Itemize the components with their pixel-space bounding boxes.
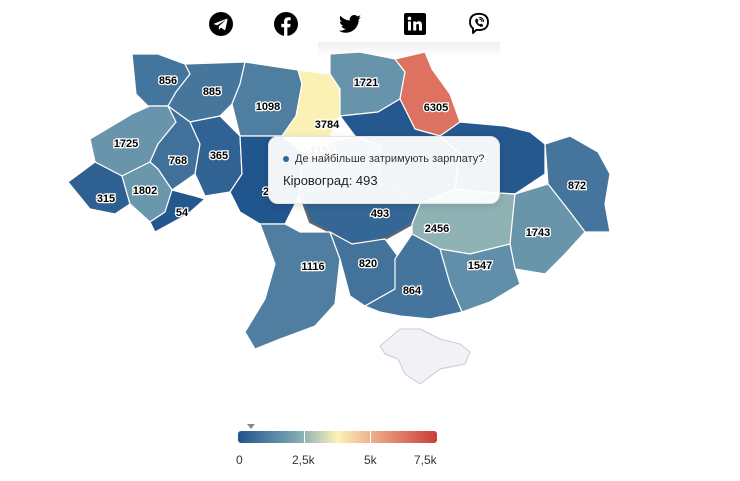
- region-label-vinnytsia: 2: [263, 186, 269, 198]
- region-label-chernihiv: 1721: [354, 77, 378, 89]
- color-legend: 0 2,5k 5k 7,5k: [236, 424, 438, 474]
- share-bar: [200, 4, 500, 58]
- legend-tick-3: 7,5k: [414, 453, 437, 467]
- region-odesa[interactable]: [244, 223, 341, 350]
- region-label-ivano-frankivsk: 1802: [133, 185, 157, 197]
- ukraine-map-svg: 856 885 1098 3784 1721 6305 1725 768 365…: [67, 51, 611, 385]
- region-kherson[interactable]: [364, 233, 463, 320]
- region-label-luhansk: 872: [568, 180, 586, 192]
- region-chernivtsi[interactable]: [149, 189, 206, 233]
- linkedin-icon: [403, 13, 426, 35]
- tooltip-value: Кіровоград: 493: [283, 173, 378, 188]
- tooltip-title: Де найбільше затримують зарплату?: [295, 153, 485, 165]
- series-dot-icon: [283, 156, 289, 162]
- telegram-icon: [209, 12, 233, 36]
- region-label-khmelnytskyi: 365: [210, 150, 228, 162]
- legend-marker-icon: [247, 424, 256, 429]
- twitter-icon: [339, 15, 361, 33]
- region-label-rivne: 885: [203, 86, 221, 98]
- legend-tick-1: 2,5k: [292, 453, 315, 467]
- legend-separator: [370, 431, 371, 443]
- region-label-chernivtsi: 54: [176, 207, 189, 219]
- region-label-odesa: 1116: [301, 261, 324, 273]
- region-shapes: [67, 51, 611, 385]
- ukraine-map: 856 885 1098 3784 1721 6305 1725 768 365…: [0, 44, 740, 414]
- telegram-button[interactable]: [208, 11, 234, 37]
- twitter-button[interactable]: [337, 11, 363, 37]
- legend-gradient-bar: [238, 431, 437, 443]
- region-label-zhytomyr: 1098: [256, 101, 280, 113]
- region-label-mykolaiv: 820: [359, 258, 377, 270]
- region-label-lviv: 1725: [114, 138, 138, 150]
- linkedin-button[interactable]: [402, 11, 428, 37]
- region-label-sumy: 6305: [424, 102, 448, 114]
- legend-tick-0: 0: [236, 453, 243, 467]
- legend-tick-2: 5k: [364, 453, 377, 467]
- region-label-kyiv: 3784: [315, 119, 340, 131]
- region-label-kirovohrad: 493: [371, 208, 389, 220]
- region-tooltip: Де найбільше затримують зарплату? Кірово…: [268, 136, 500, 204]
- facebook-button[interactable]: [273, 11, 299, 37]
- viber-button[interactable]: [466, 11, 492, 37]
- facebook-icon: [273, 12, 298, 36]
- region-label-kherson: 864: [403, 285, 422, 297]
- region-crimea[interactable]: [379, 328, 471, 385]
- legend-separator: [304, 431, 305, 443]
- viber-icon: [469, 12, 489, 34]
- region-label-volyn: 856: [159, 75, 177, 87]
- region-label-zaporizhzhia: 1547: [468, 260, 492, 272]
- region-label-zakarpattia: 315: [97, 193, 115, 205]
- region-label-ternopil: 768: [169, 155, 187, 167]
- region-label-donetsk: 1743: [526, 227, 550, 239]
- region-label-dnipropetrovsk: 2456: [425, 223, 449, 235]
